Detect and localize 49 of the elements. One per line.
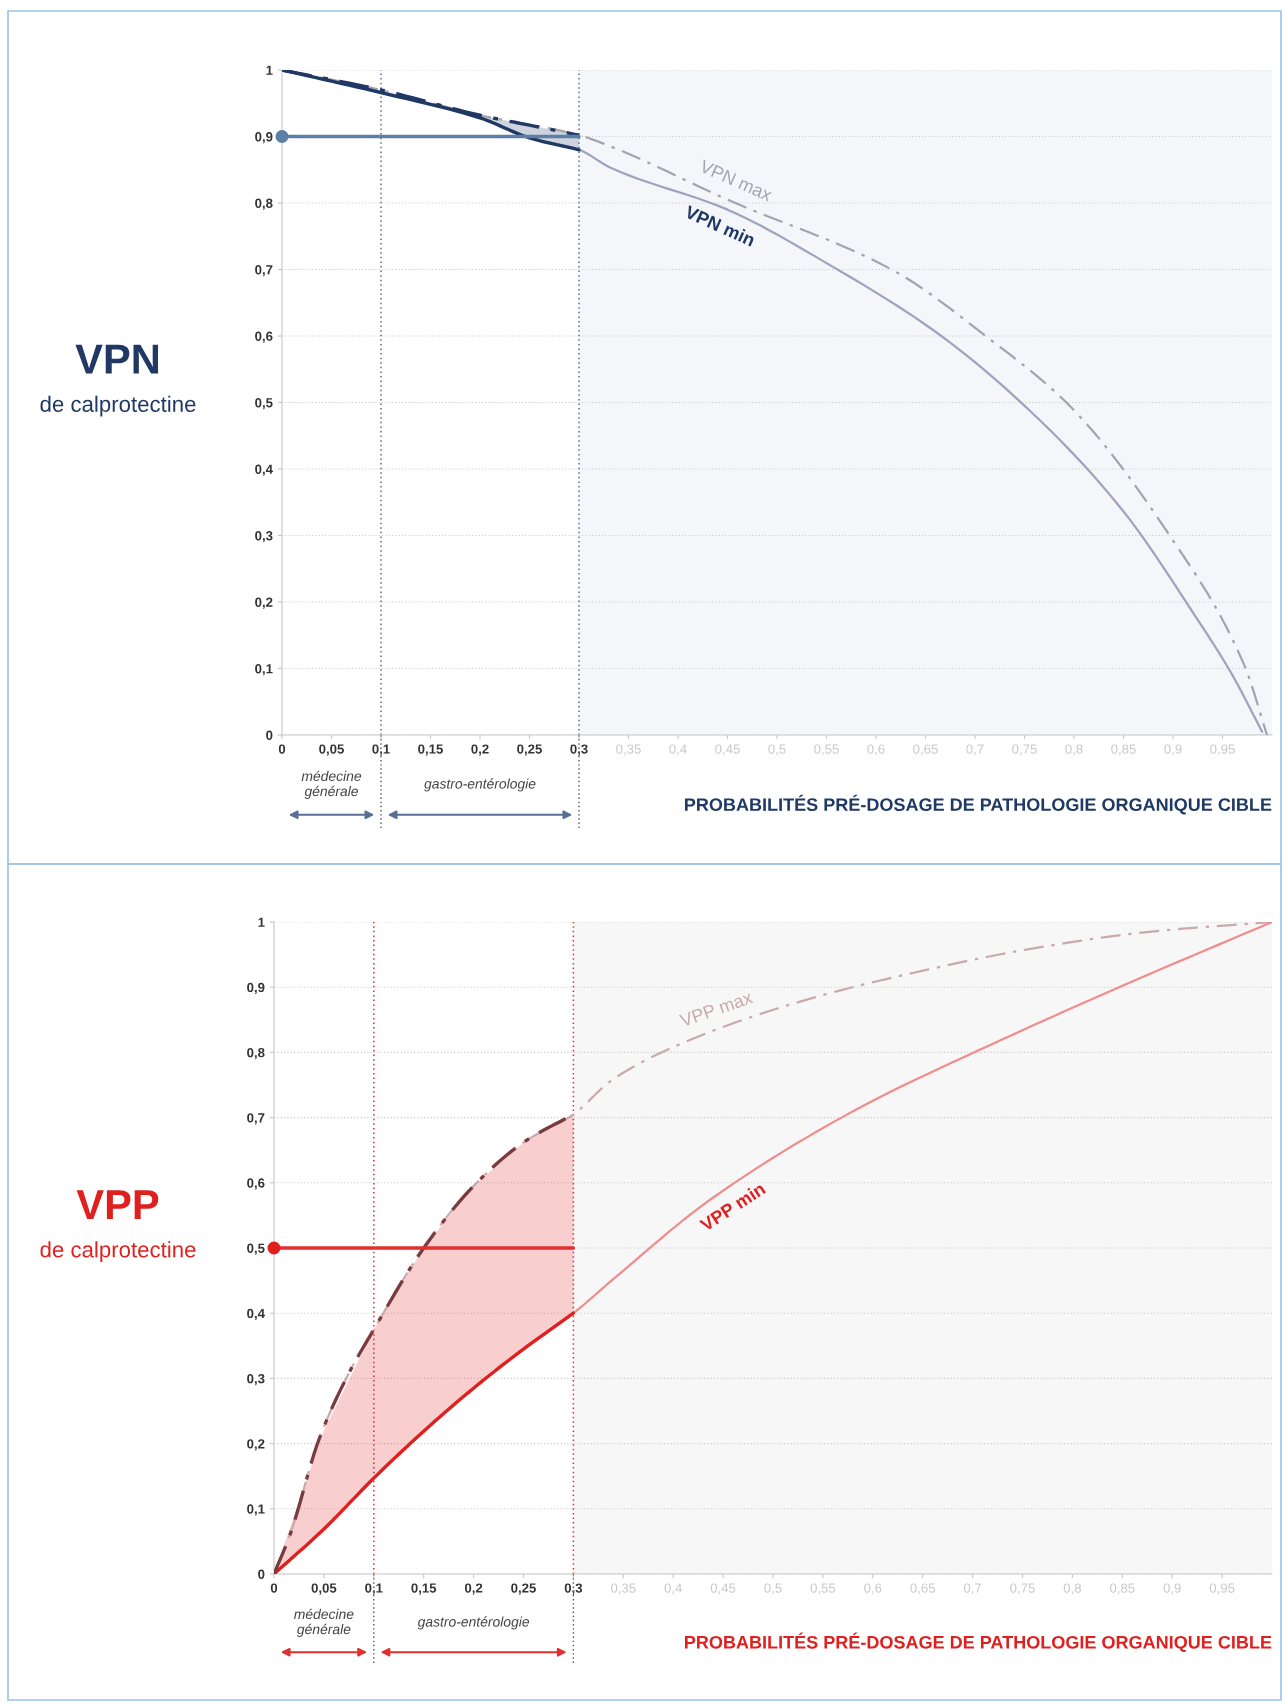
x-tick-label: 0,15 xyxy=(411,1583,437,1595)
x-tick-label: 0,25 xyxy=(517,744,542,756)
y-axis-title: VPP xyxy=(76,1190,159,1219)
x-tick-label: 0,05 xyxy=(311,1583,337,1595)
y-tick-label: 0,9 xyxy=(247,982,265,995)
x-tick-label: 0,25 xyxy=(511,1583,536,1595)
text: de calprotectine xyxy=(40,1241,196,1262)
x-tick-label: 0,15 xyxy=(418,744,443,756)
x-tick-label: 0,3 xyxy=(564,1583,583,1595)
x-tick-label: 0 xyxy=(278,744,286,754)
y-tick-label: 0 xyxy=(258,1569,265,1579)
y-tick-label: 0,3 xyxy=(247,1373,265,1386)
y-tick-label: 0 xyxy=(266,730,273,740)
text: médecine générale xyxy=(294,1608,354,1637)
y-tick-label: 0,3 xyxy=(255,531,273,543)
y-tick-label: 0,1 xyxy=(247,1504,265,1516)
x-tick-label: 0,1 xyxy=(372,744,390,756)
y-tick-label: 1 xyxy=(258,917,265,927)
y-tick-label: 0,2 xyxy=(255,597,273,609)
x-tick-label: 0,3 xyxy=(570,744,588,756)
y-tick-label: 0,8 xyxy=(255,198,273,210)
x-tick-label: 0,2 xyxy=(464,1583,483,1595)
y-tick-label: 0,1 xyxy=(255,664,273,676)
x-tick-label: 0,05 xyxy=(319,744,344,756)
x-axis-title: PROBABILITÉS PRÉ-DOSAGE DE PATHOLOGIE ORGANIQUE CIBLE xyxy=(685,794,1272,815)
x-tick-label: 0,1 xyxy=(365,1583,383,1595)
y-tick-label: 0,6 xyxy=(255,331,273,343)
y-axis-title: VPN xyxy=(75,344,159,374)
text: VPN min xyxy=(683,204,756,247)
y-tick-label: 0,7 xyxy=(247,1113,265,1125)
y-tick-label: 0,6 xyxy=(247,1178,265,1190)
text: de calprotectine xyxy=(40,395,196,417)
text: VPP max xyxy=(678,990,754,1028)
y-tick-label: 0,4 xyxy=(255,464,273,476)
x-tick-label: 0,2 xyxy=(471,744,489,756)
y-tick-label: 0,7 xyxy=(255,265,273,277)
y-tick-label: 1 xyxy=(266,65,273,75)
y-tick-label: 0,8 xyxy=(247,1047,265,1060)
text: VPP min xyxy=(698,1181,766,1232)
y-tick-label: 0,4 xyxy=(247,1308,265,1321)
y-tick-label: 0,5 xyxy=(255,398,273,410)
text: gastro-entérologie xyxy=(424,778,536,792)
x-axis-title: PROBABILITÉS PRÉ-DOSAGE DE PATHOLOGIE ORGANIQUE CIBLE xyxy=(685,1632,1272,1653)
text: gastro-entérologie xyxy=(417,1616,530,1630)
y-tick-label: 0,5 xyxy=(247,1243,265,1255)
y-tick-label: 0,9 xyxy=(255,132,273,144)
text: médecine générale xyxy=(301,770,362,799)
text: VPN max xyxy=(698,159,774,202)
y-tick-label: 0,2 xyxy=(247,1439,265,1451)
